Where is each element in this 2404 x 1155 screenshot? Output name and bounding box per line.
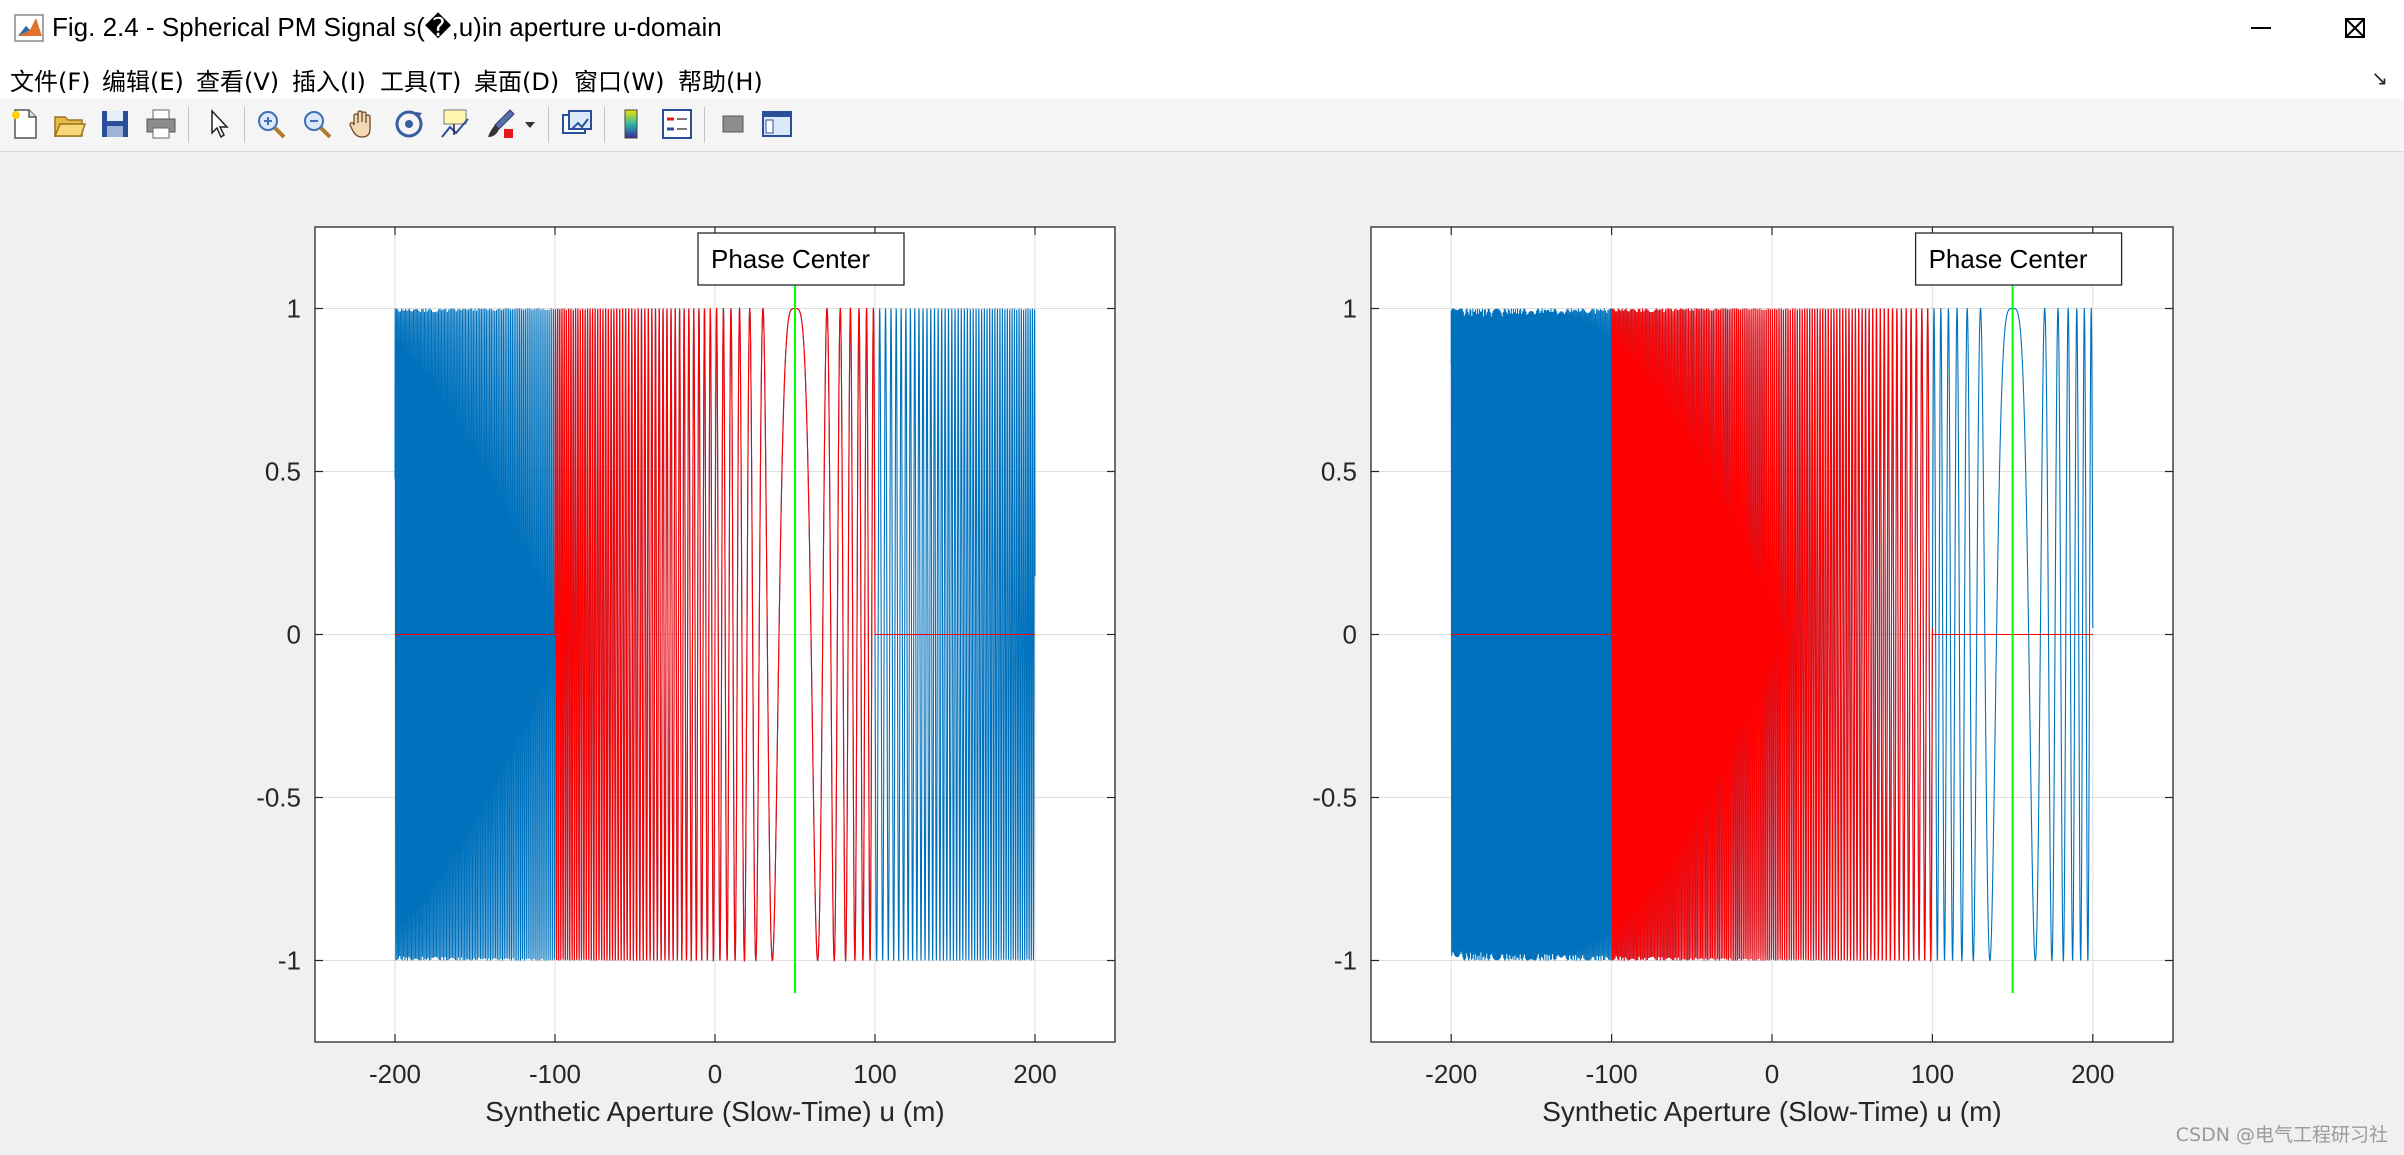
matlab-logo-icon — [14, 12, 46, 44]
x-tick-label: -200 — [1425, 1059, 1477, 1089]
y-tick-label: -1 — [1334, 946, 1357, 976]
y-tick-label: 1 — [1343, 294, 1357, 324]
figure-toolbar — [0, 99, 2404, 152]
toolbar-separator — [244, 107, 245, 143]
windowed-series-line — [1451, 308, 2093, 963]
menu-window[interactable]: 窗口(W) — [574, 68, 665, 96]
toolbar-separator — [604, 107, 605, 143]
y-tick-label: 0.5 — [265, 457, 301, 487]
toolbar-separator — [704, 107, 705, 143]
x-tick-label: -100 — [1586, 1059, 1638, 1089]
new-figure-icon[interactable] — [8, 107, 42, 141]
menu-file[interactable]: 文件(F) — [10, 68, 91, 96]
minimize-button[interactable] — [2214, 0, 2308, 56]
y-tick-label: 0.5 — [1321, 457, 1357, 487]
x-tick-label: 100 — [1911, 1059, 1954, 1089]
close-icon — [2345, 18, 2365, 38]
zoom-in-icon[interactable] — [254, 107, 288, 141]
windowed-series-line — [395, 307, 1035, 963]
x-tick-label: 0 — [1765, 1059, 1779, 1089]
menu-view[interactable]: 查看(V) — [196, 68, 280, 96]
title-bar: Fig. 2.4 - Spherical PM Signal s(�,u)in … — [0, 0, 2404, 56]
toolbar-separator — [548, 107, 549, 143]
y-tick-label: -1 — [278, 946, 301, 976]
legend-icon[interactable] — [660, 107, 694, 141]
left-axes[interactable]: -200 -100 0 100 200 1 0.5 0 -0.5 -1 Synthetic Aper… — [256, 226, 1116, 1127]
hide-plot-tools-icon[interactable] — [716, 107, 750, 141]
x-tick-label: -200 — [369, 1059, 421, 1089]
menu-tools[interactable]: 工具(T) — [380, 68, 462, 96]
annotation-box — [1914, 232, 2123, 286]
y-tick-label: 0 — [1343, 620, 1357, 650]
x-axis-label: Synthetic Aperture (Slow-Time) u (m) — [485, 1096, 945, 1127]
open-file-icon[interactable] — [52, 107, 87, 141]
x-axis-label: Synthetic Aperture (Slow-Time) u (m) — [1542, 1096, 2002, 1127]
y-tick-label: -0.5 — [256, 783, 301, 813]
toolbar-separator — [188, 107, 189, 143]
menu-edit[interactable]: 编辑(E) — [102, 68, 184, 96]
minimize-icon — [2251, 27, 2271, 29]
show-plot-tools-icon[interactable] — [760, 107, 794, 141]
menu-insert[interactable]: 插入(I) — [292, 68, 366, 96]
zoom-out-icon[interactable] — [300, 107, 334, 141]
colorbar-icon[interactable] — [614, 107, 648, 141]
pointer-icon[interactable] — [202, 107, 236, 141]
pan-icon[interactable] — [346, 107, 380, 141]
phase-center-annotation: Phase Center — [1929, 244, 2088, 274]
y-tick-label: 1 — [287, 294, 301, 324]
maximize-button[interactable] — [2308, 0, 2402, 56]
save-icon[interactable] — [98, 107, 132, 141]
y-tick-label: 0 — [287, 620, 301, 650]
x-tick-label: 0 — [708, 1059, 722, 1089]
rotate-3d-icon[interactable] — [392, 107, 426, 141]
close-button[interactable] — [2308, 0, 2402, 56]
watermark: CSDN @电气工程研习社 — [2175, 1124, 2388, 1146]
dock-arrow-icon[interactable]: ↘ — [2371, 68, 2388, 90]
x-tick-label: 100 — [853, 1059, 896, 1089]
menu-help[interactable]: 帮助(H) — [678, 68, 763, 96]
link-plot-icon[interactable] — [560, 107, 594, 141]
window-title: Fig. 2.4 - Spherical PM Signal s(�,u)in … — [52, 12, 722, 42]
data-cursor-icon[interactable] — [438, 107, 472, 141]
brush-icon[interactable] — [484, 107, 518, 141]
maximize-icon — [2345, 18, 2365, 38]
menu-desktop[interactable]: 桌面(D) — [474, 68, 560, 96]
phase-center-annotation: Phase Center — [711, 244, 870, 274]
x-tick-label: 200 — [1013, 1059, 1056, 1089]
right-axes[interactable]: -200 -100 0 100 200 1 0.5 0 -0.5 -1 Synthetic Aper… — [1312, 226, 2174, 1127]
annotation-box — [697, 232, 905, 286]
menu-bar: 文件(F) 编辑(E) 查看(V) 插入(I) 工具(T) 桌面(D) 窗口(W… — [0, 56, 2404, 99]
x-tick-label: -100 — [529, 1059, 581, 1089]
brush-dropdown-icon[interactable] — [522, 107, 538, 141]
x-tick-label: 200 — [2071, 1059, 2114, 1089]
print-icon[interactable] — [144, 107, 178, 141]
y-tick-label: -0.5 — [1312, 783, 1357, 813]
